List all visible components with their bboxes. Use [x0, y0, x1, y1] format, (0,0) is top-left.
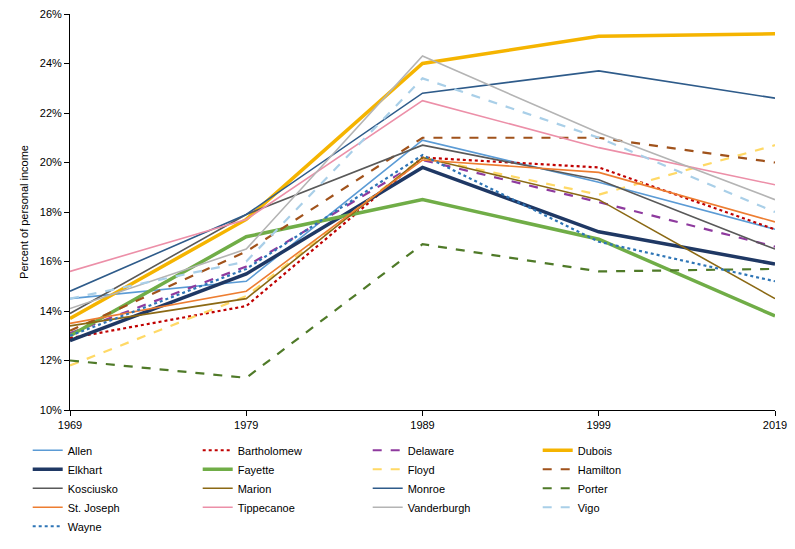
- svg-text:Tippecanoe: Tippecanoe: [238, 502, 295, 514]
- svg-text:Delaware: Delaware: [408, 445, 454, 457]
- svg-text:1989: 1989: [410, 419, 434, 431]
- svg-text:22%: 22%: [40, 107, 62, 119]
- svg-text:10%: 10%: [40, 404, 62, 416]
- svg-text:Hamilton: Hamilton: [578, 464, 621, 476]
- svg-text:Elkhart: Elkhart: [68, 464, 102, 476]
- svg-text:16%: 16%: [40, 255, 62, 267]
- svg-text:20%: 20%: [40, 156, 62, 168]
- svg-text:Allen: Allen: [68, 445, 92, 457]
- svg-text:Monroe: Monroe: [408, 483, 445, 495]
- svg-text:24%: 24%: [40, 57, 62, 69]
- svg-text:Vanderburgh: Vanderburgh: [408, 502, 471, 514]
- svg-text:Porter: Porter: [578, 483, 608, 495]
- svg-text:Bartholomew: Bartholomew: [238, 445, 302, 457]
- svg-text:26%: 26%: [40, 8, 62, 20]
- svg-text:Fayette: Fayette: [238, 464, 275, 476]
- svg-text:Kosciusko: Kosciusko: [68, 483, 118, 495]
- svg-text:Vigo: Vigo: [578, 502, 600, 514]
- svg-text:Marion: Marion: [238, 483, 272, 495]
- svg-text:1969: 1969: [58, 419, 82, 431]
- svg-text:2019: 2019: [763, 419, 787, 431]
- svg-text:14%: 14%: [40, 305, 62, 317]
- svg-text:1999: 1999: [587, 419, 611, 431]
- svg-text:Wayne: Wayne: [68, 521, 102, 533]
- svg-text:12%: 12%: [40, 354, 62, 366]
- svg-text:Dubois: Dubois: [578, 445, 613, 457]
- svg-text:1979: 1979: [234, 419, 258, 431]
- svg-text:Floyd: Floyd: [408, 464, 435, 476]
- svg-text:18%: 18%: [40, 206, 62, 218]
- svg-text:St. Joseph: St. Joseph: [68, 502, 120, 514]
- svg-text:Percent of personal income: Percent of personal income: [18, 145, 30, 279]
